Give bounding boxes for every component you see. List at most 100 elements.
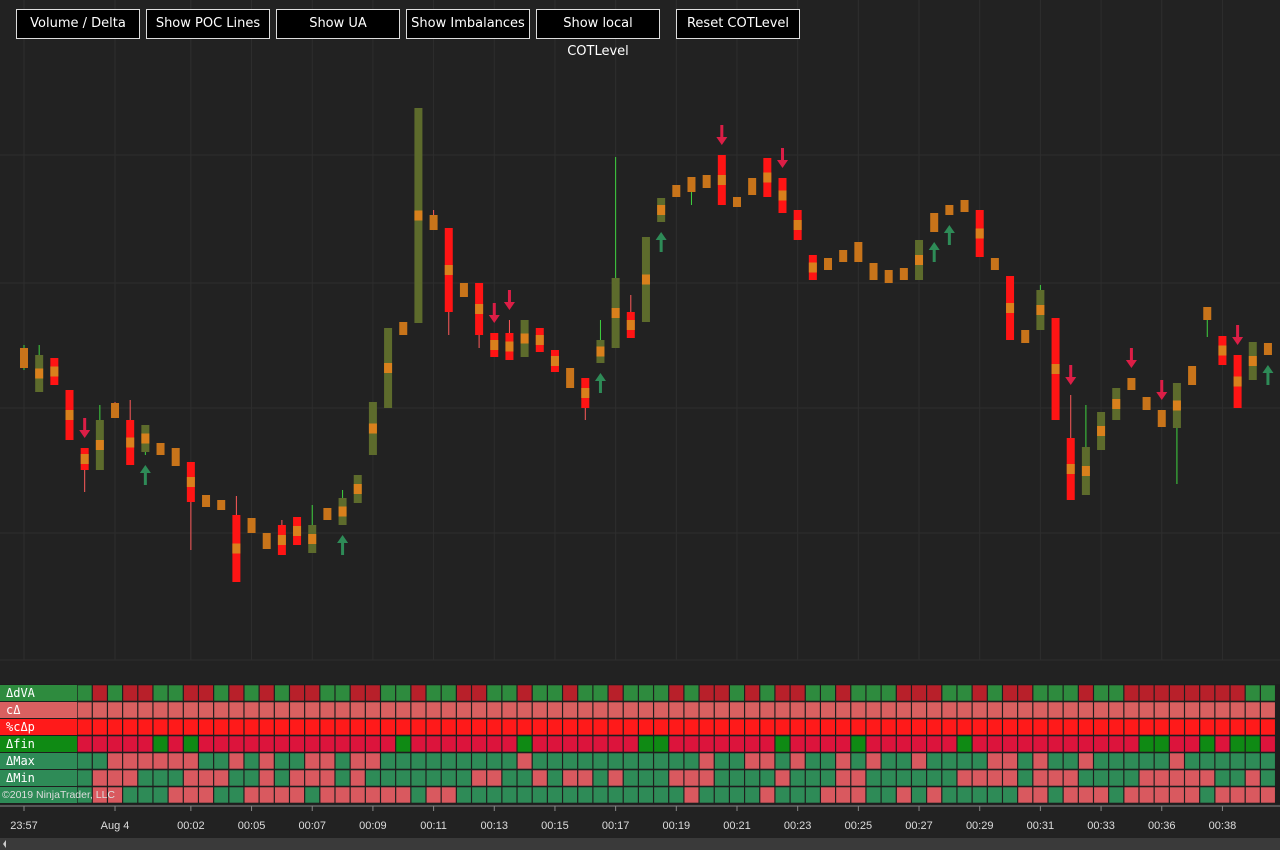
indicator-cell	[107, 701, 123, 719]
candle-body	[960, 200, 969, 212]
indicator-cell	[774, 735, 791, 753]
indicator-cell	[1047, 786, 1064, 804]
indicator-cell	[122, 735, 138, 753]
indicator-cell	[319, 701, 336, 719]
indicator-cell	[1078, 735, 1094, 753]
indicator-cell	[1063, 701, 1079, 719]
indicator-cell	[805, 718, 821, 736]
candle-body	[869, 263, 878, 280]
candle-body	[323, 508, 332, 520]
indicator-cell	[304, 718, 320, 736]
indicator-cell	[941, 735, 957, 753]
indicator-cell	[941, 752, 957, 770]
indicator-cell	[471, 786, 487, 804]
indicator-cell	[289, 701, 305, 719]
poc-mark	[141, 433, 150, 444]
indicator-cell	[122, 718, 138, 736]
indicator-cell	[1078, 769, 1094, 787]
time-label: 00:17	[602, 820, 630, 832]
poc-mark	[384, 363, 393, 373]
indicator-cell	[972, 752, 988, 770]
indicator-cell	[699, 684, 715, 702]
indicator-cell	[987, 718, 1003, 736]
indicator-cell	[380, 752, 396, 770]
indicator-cell	[790, 718, 806, 736]
indicator-cell	[380, 769, 396, 787]
signal-arrow-up	[594, 373, 606, 393]
indicator-cell	[395, 752, 411, 770]
indicator-cell	[274, 684, 290, 702]
indicator-cell	[865, 684, 882, 702]
indicator-cell	[92, 735, 108, 753]
indicator-cell	[608, 752, 624, 770]
indicator-cell	[562, 735, 578, 753]
indicator-cell	[334, 769, 351, 787]
indicator-cell	[608, 786, 624, 804]
indicator-cell	[1260, 752, 1276, 770]
indicator-cell	[410, 769, 427, 787]
indicator-cell	[1047, 735, 1064, 753]
indicator-cell	[1093, 701, 1109, 719]
indicator-cell	[304, 752, 320, 770]
candle-body	[1188, 366, 1197, 385]
indicator-cell	[107, 752, 123, 770]
indicator-cell	[410, 786, 427, 804]
indicator-cell	[774, 684, 791, 702]
candle-body	[839, 250, 848, 262]
poc-mark	[414, 210, 423, 221]
poc-mark	[717, 175, 726, 185]
scroll-arrow	[3, 840, 6, 848]
indicator-cell	[1230, 786, 1246, 804]
row-label-bg	[0, 770, 77, 786]
indicator-cell	[1093, 718, 1109, 736]
indicator-cell	[1032, 735, 1048, 753]
time-label: 00:11	[420, 820, 447, 832]
poc-mark	[186, 477, 195, 487]
indicator-cell	[228, 718, 244, 736]
indicator-cell	[334, 718, 351, 736]
indicator-cell	[608, 769, 624, 787]
indicator-cell	[881, 684, 897, 702]
toolbar-button[interactable]: Volume / Delta	[16, 9, 140, 39]
time-label: 00:31	[1027, 820, 1055, 832]
indicator-cell	[1230, 769, 1246, 787]
indicator-cell	[183, 769, 199, 787]
indicator-cell	[577, 786, 593, 804]
indicator-cell	[577, 752, 593, 770]
signal-arrow-down	[716, 125, 728, 145]
indicator-cell	[92, 752, 108, 770]
indicator-cell	[168, 752, 184, 770]
indicator-cell	[77, 769, 93, 787]
toolbar-button[interactable]: Reset COTLevel	[676, 9, 800, 39]
indicator-cell	[1169, 684, 1185, 702]
indicator-cell	[1169, 735, 1185, 753]
indicator-cell	[1199, 701, 1215, 719]
indicator-cell	[881, 769, 897, 787]
indicator-cell	[1184, 769, 1200, 787]
indicator-cell	[1245, 752, 1261, 770]
toolbar-button[interactable]: Show UA	[276, 9, 400, 39]
indicator-cell	[532, 735, 548, 753]
indicator-cell	[198, 786, 214, 804]
indicator-cell	[1138, 752, 1155, 770]
indicator-cell	[137, 701, 153, 719]
indicator-cell	[1078, 752, 1094, 770]
toolbar-button[interactable]: Show POC Lines	[146, 9, 270, 39]
candle-body	[111, 403, 120, 418]
toolbar-button[interactable]: Show local COTLevel	[536, 9, 660, 59]
indicator-cell	[471, 684, 487, 702]
indicator-cell	[441, 718, 457, 736]
indicator-cell	[334, 786, 351, 804]
indicator-cell	[835, 701, 851, 719]
indicator-cell	[911, 735, 927, 753]
toolbar-button[interactable]: Show Imbalances	[406, 9, 530, 39]
indicator-cell	[517, 735, 533, 753]
indicator-cell	[486, 684, 502, 702]
indicator-cell	[820, 769, 836, 787]
indicator-cell	[228, 701, 244, 719]
indicator-cell	[1184, 701, 1200, 719]
indicator-cell	[1154, 769, 1170, 787]
indicator-cell	[471, 735, 487, 753]
indicator-cell	[350, 769, 366, 787]
